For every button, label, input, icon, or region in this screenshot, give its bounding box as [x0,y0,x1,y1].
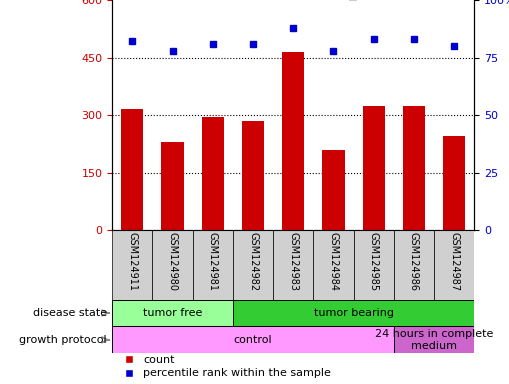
Bar [233,300,473,326]
Text: GSM124982: GSM124982 [247,232,258,291]
Bar [192,230,233,300]
Text: 24 hours in complete
medium: 24 hours in complete medium [374,329,492,351]
Bar [233,230,273,300]
Bar [433,230,473,300]
Text: GSM124984: GSM124984 [328,232,338,291]
Text: GSM124983: GSM124983 [288,232,298,291]
Text: GSM124911: GSM124911 [127,232,137,291]
Bar [241,121,264,230]
Text: tumor free: tumor free [143,308,202,318]
Bar [202,117,223,230]
Bar [313,230,353,300]
Text: disease state: disease state [33,308,107,318]
Bar [362,106,384,230]
Bar [442,136,464,230]
Bar [152,230,192,300]
Text: GSM124980: GSM124980 [167,232,177,291]
Bar [393,230,433,300]
Legend: count, percentile rank within the sample: count, percentile rank within the sample [118,355,330,379]
Text: tumor bearing: tumor bearing [313,308,393,318]
Text: GSM124987: GSM124987 [448,232,458,291]
Bar [322,150,344,230]
Text: GSM124986: GSM124986 [408,232,418,291]
Text: GSM124981: GSM124981 [207,232,217,291]
Bar [161,142,183,230]
Bar [393,326,473,353]
Bar [112,300,233,326]
Bar [112,326,393,353]
Bar [353,230,393,300]
Bar [402,106,424,230]
Text: control: control [233,335,272,345]
Bar [273,230,313,300]
Bar [281,52,304,230]
Text: GSM124985: GSM124985 [368,232,378,291]
Text: growth protocol: growth protocol [19,335,107,345]
Bar [112,230,152,300]
Bar [121,109,143,230]
